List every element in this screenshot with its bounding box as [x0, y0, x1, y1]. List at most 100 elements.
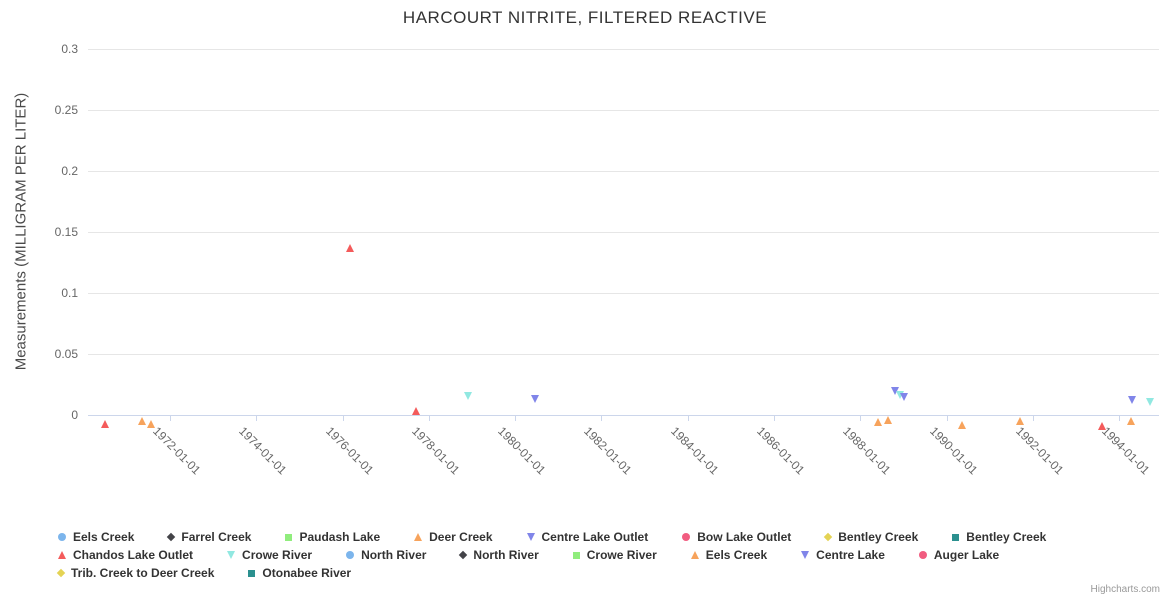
triangle-marker-icon [146, 403, 155, 429]
y-gridline [88, 49, 1159, 50]
data-point [1128, 396, 1137, 422]
triangle-marker-icon [411, 390, 420, 416]
legend-item-label: Farrel Creek [181, 530, 252, 544]
x-tick-mark [256, 415, 257, 421]
x-axis-line [88, 415, 1159, 416]
legend-item-label: North River [473, 548, 539, 562]
x-tick-label: 1994-01-01 [1099, 424, 1153, 478]
triangle-down-marker-icon [801, 551, 810, 559]
x-tick-mark [429, 415, 430, 421]
y-tick-label: 0.2 [61, 164, 78, 178]
data-point [873, 401, 882, 427]
circle-marker-icon [58, 533, 66, 541]
legend-item[interactable]: Eels Creek [58, 530, 134, 544]
legend-item-label: Trib. Creek to Deer Creek [71, 566, 215, 580]
legend-item[interactable]: Bow Lake Outlet [682, 530, 791, 544]
legend-item-label: Chandos Lake Outlet [73, 548, 194, 562]
square-marker-icon [285, 533, 293, 541]
legend-item[interactable]: Paudash Lake [285, 530, 380, 544]
legend-item-label: Deer Creek [429, 530, 493, 544]
legend-item[interactable]: North River [459, 548, 539, 562]
y-gridline [88, 232, 1159, 233]
data-point [530, 395, 539, 421]
x-tick-mark [774, 415, 775, 421]
square-marker-icon [952, 533, 960, 541]
y-axis-title: Measurements (MILLIGRAM PER LITER) [12, 92, 30, 371]
data-point [1146, 398, 1155, 424]
legend-item-label: Otonabee River [262, 566, 352, 580]
highcharts-credit[interactable]: Highcharts.com [1090, 584, 1160, 595]
legend: Eels Creek Farrel Creek Paudash Lake Deer C… [56, 530, 1120, 580]
legend-item[interactable]: North River [346, 548, 426, 562]
y-gridline [88, 110, 1159, 111]
x-tick-label: 1988-01-01 [840, 424, 894, 478]
legend-item[interactable]: Otonabee River [248, 566, 351, 580]
circle-marker-icon [918, 551, 927, 559]
legend-item[interactable]: Bentley Creek [952, 530, 1046, 544]
data-point [1098, 404, 1107, 430]
legend-item[interactable]: Chandos Lake Outlet [58, 548, 193, 562]
legend-item-label: Paudash Lake [299, 530, 381, 544]
y-gridline [88, 354, 1159, 355]
triangle-marker-icon [690, 551, 699, 559]
x-tick-mark [1033, 415, 1034, 421]
triangle-marker-icon [1016, 400, 1025, 426]
y-tick-label: 0.1 [61, 286, 78, 300]
data-point [463, 392, 472, 418]
x-tick-label: 1974-01-01 [236, 424, 290, 478]
legend-item[interactable]: Farrel Creek [167, 530, 252, 544]
legend-item[interactable]: Trib. Creek to Deer Creek [56, 566, 215, 580]
x-tick-label: 1992-01-01 [1013, 424, 1067, 478]
legend-item-label: North River [361, 548, 427, 562]
triangle-down-marker-icon [530, 395, 539, 421]
legend-item-label: Bentley Creek [838, 530, 919, 544]
legend-item-label: Eels Creek [705, 548, 768, 562]
y-tick-label: 0.25 [54, 103, 78, 117]
triangle-marker-icon [101, 402, 110, 428]
data-point [137, 400, 146, 426]
x-tick-mark [860, 415, 861, 421]
y-tick-label: 0.3 [61, 42, 78, 56]
x-tick-mark [601, 415, 602, 421]
diamond-marker-icon [56, 568, 66, 578]
triangle-marker-icon [346, 226, 355, 252]
x-tick-label: 1976-01-01 [323, 424, 377, 478]
triangle-down-marker-icon [526, 533, 535, 541]
x-tick-label: 1984-01-01 [668, 424, 722, 478]
triangle-down-marker-icon [463, 392, 472, 418]
data-point [957, 404, 966, 430]
x-tick-label: 1990-01-01 [927, 424, 981, 478]
square-marker-icon [572, 551, 580, 559]
x-tick-label: 1986-01-01 [754, 424, 808, 478]
x-tick-label: 1982-01-01 [581, 424, 635, 478]
triangle-marker-icon [1098, 404, 1107, 430]
legend-item-label: Auger Lake [933, 548, 1000, 562]
legend-item[interactable]: Deer Creek [414, 530, 493, 544]
x-tick-label: 1972-01-01 [150, 424, 204, 478]
chart-title: HARCOURT NITRITE, FILTERED REACTIVE [402, 8, 768, 27]
legend-item[interactable]: Eels Creek [690, 548, 768, 562]
circle-marker-icon [682, 533, 691, 541]
diamond-marker-icon [167, 532, 176, 542]
legend-item[interactable]: Crowe River [572, 548, 657, 562]
x-tick-mark [515, 415, 516, 421]
x-tick-mark [947, 415, 948, 421]
legend-item[interactable]: Bentley Creek [823, 530, 919, 544]
diamond-marker-icon [823, 532, 833, 542]
legend-item-label: Crowe River [242, 548, 313, 562]
legend-item-label: Centre Lake [816, 548, 885, 562]
legend-item[interactable]: Auger Lake [918, 548, 1000, 562]
y-gridline [88, 171, 1159, 172]
legend-item-label: Crowe River [586, 548, 657, 562]
triangle-marker-icon [873, 401, 882, 427]
legend-item[interactable]: Crowe River [227, 548, 312, 562]
data-point [899, 393, 908, 419]
y-gridline [88, 293, 1159, 294]
square-marker-icon [248, 569, 256, 577]
legend-item[interactable]: Centre Lake Outlet [526, 530, 648, 544]
y-tick-label: 0 [71, 408, 78, 422]
legend-item[interactable]: Centre Lake [801, 548, 885, 562]
legend-item-label: Bow Lake Outlet [697, 530, 792, 544]
x-tick-mark [343, 415, 344, 421]
